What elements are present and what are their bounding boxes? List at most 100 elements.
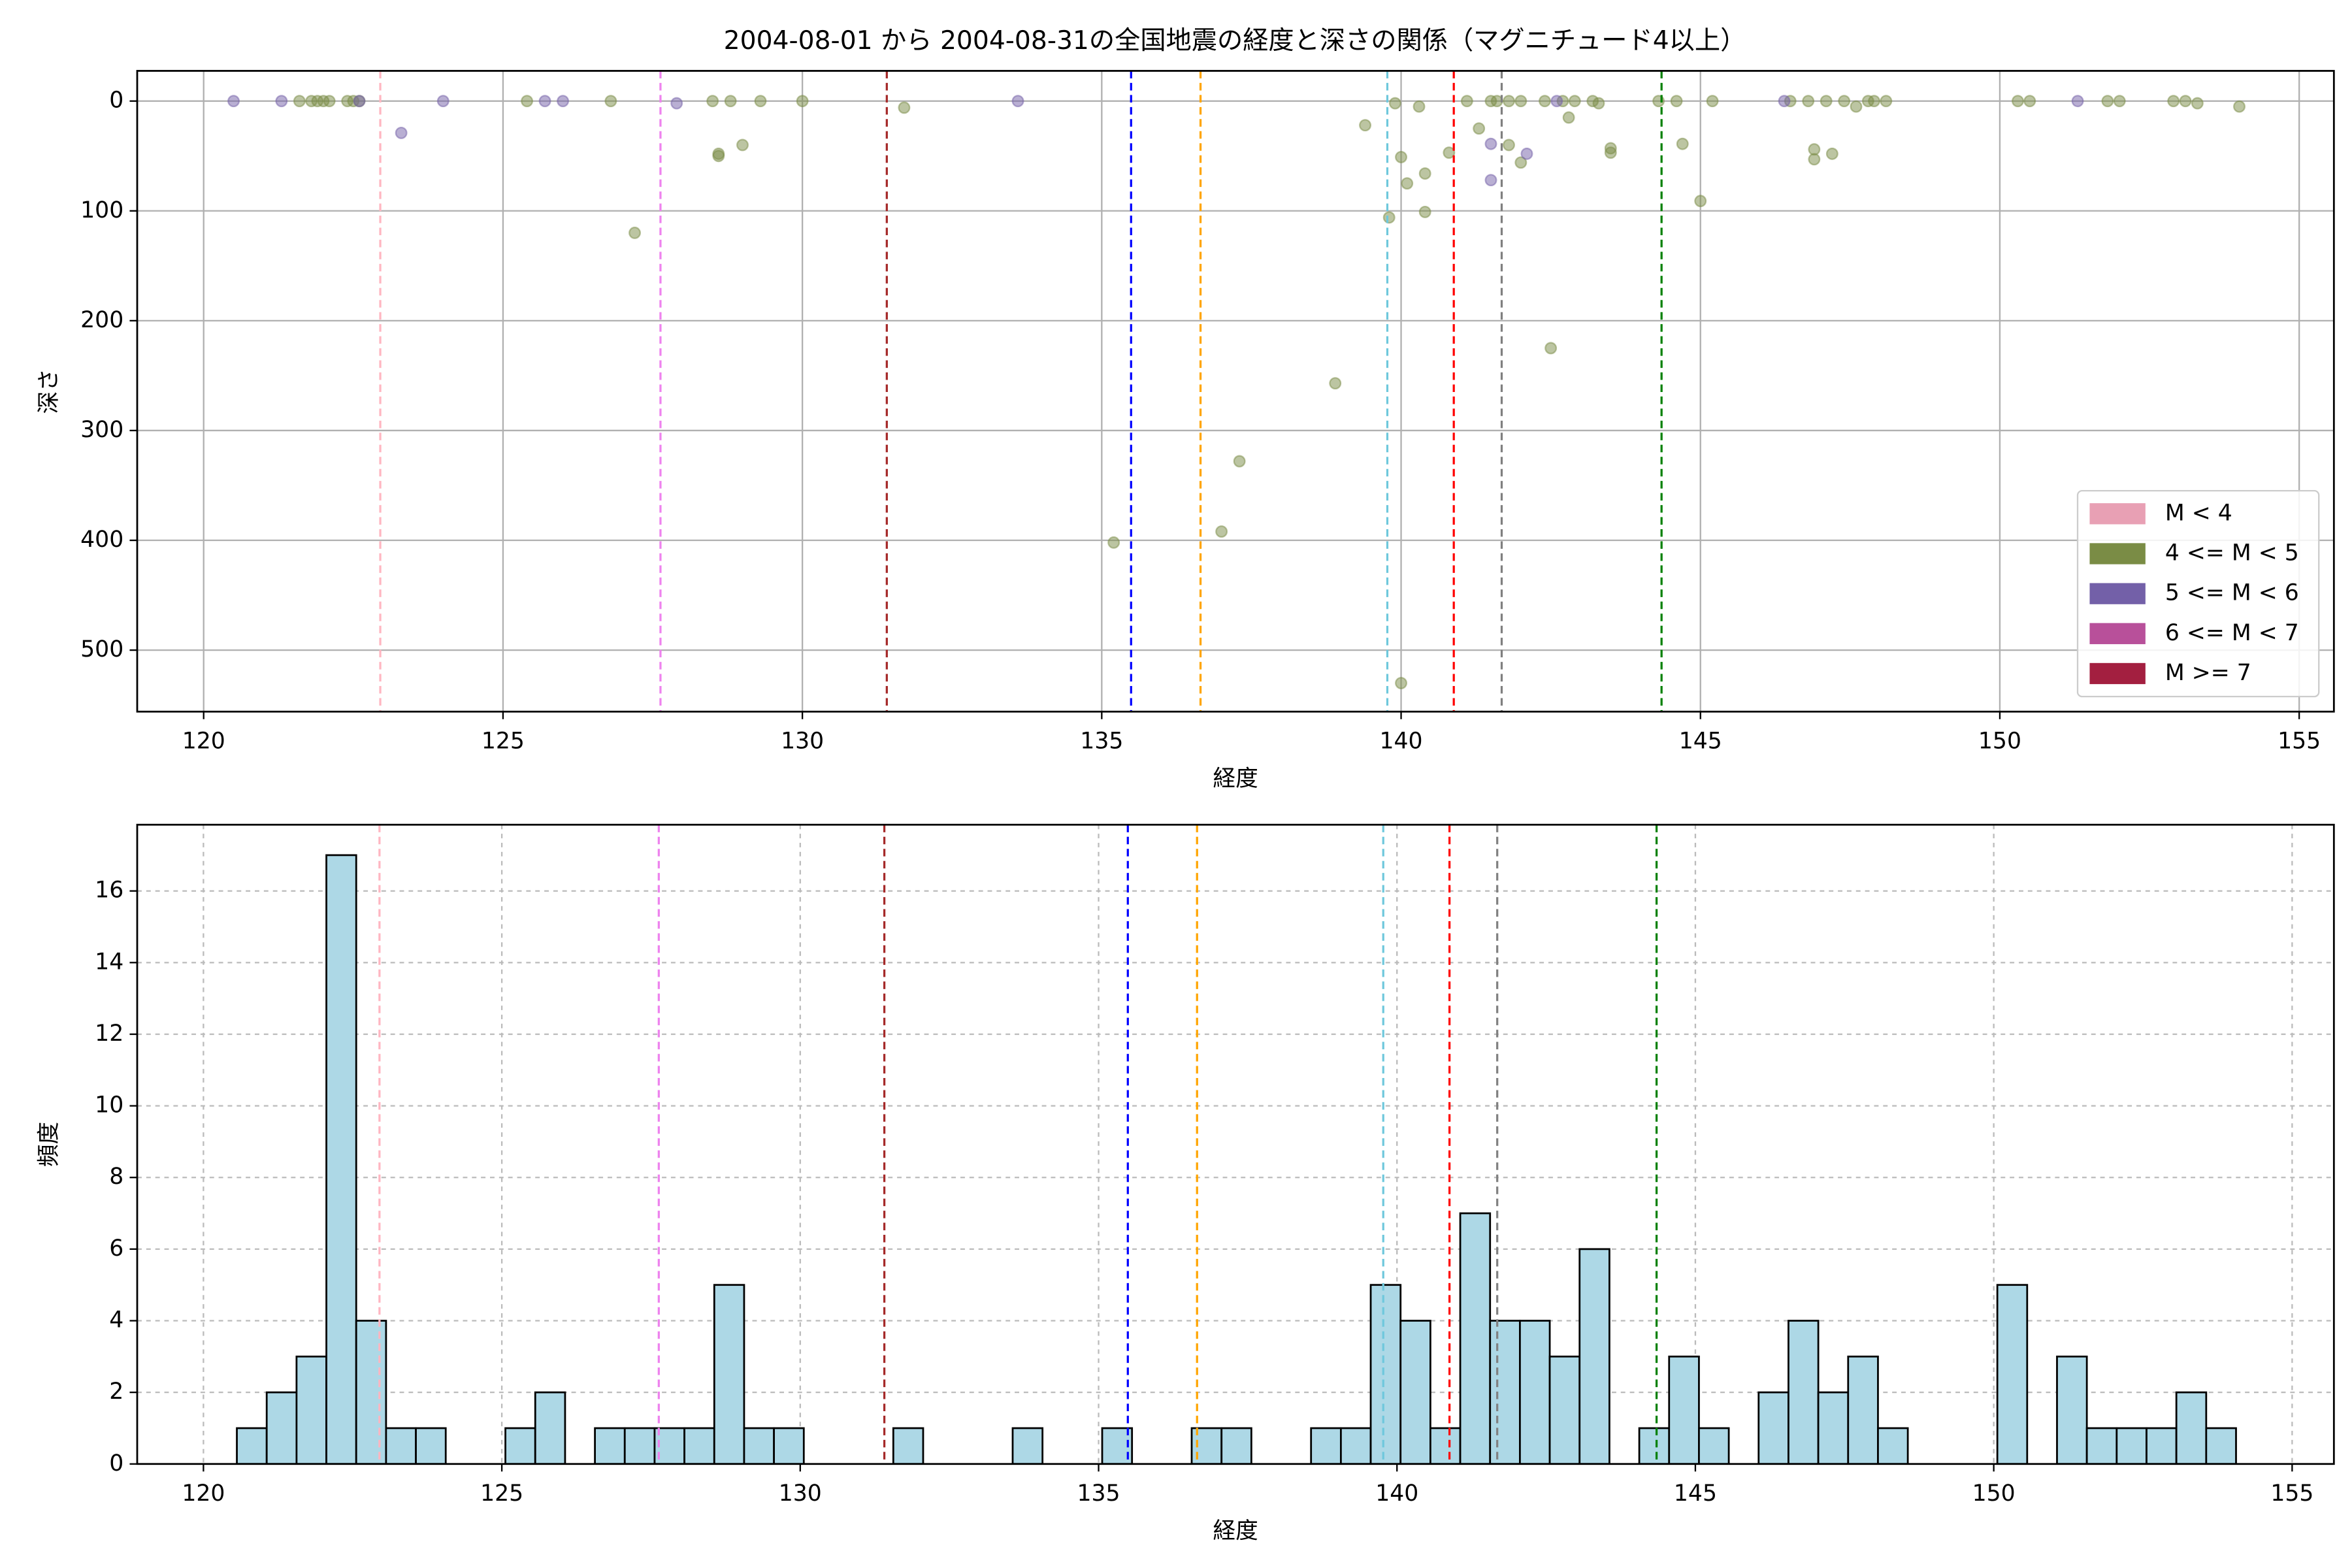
point [1107,536,1120,549]
bar [2175,1391,2208,1464]
bar [1399,1320,1431,1464]
bar [504,1427,536,1464]
x-tick-label: 150 [1972,1480,2016,1507]
point [1395,677,1408,689]
legend-label: 4 <= M < 5 [2165,540,2299,566]
point [1460,95,1473,108]
axes-frame [136,70,2335,713]
point [898,101,911,114]
legend-label: 5 <= M < 6 [2165,580,2299,606]
point [2071,95,2084,108]
bar [325,854,357,1464]
bar [2085,1427,2118,1464]
point [2167,95,2180,108]
x-tick-label: 135 [1080,728,1123,754]
point [1604,146,1617,159]
x-tick-label: 145 [1679,728,1722,754]
point [604,95,617,108]
point [1778,95,1791,108]
point [1382,211,1396,224]
y-tick-label: 12 [95,1021,123,1047]
point [1395,150,1408,163]
x-tick-label: 140 [1380,728,1423,754]
point [293,95,306,108]
point [2101,95,2114,108]
y-tick-label: 100 [80,197,123,223]
bar [265,1391,298,1464]
point [227,95,240,108]
point [1215,525,1228,538]
bar [713,1284,745,1464]
point [323,95,336,108]
point [2191,97,2204,110]
point [712,150,725,163]
bar [385,1427,417,1464]
point [1443,146,1456,159]
point [1550,95,1563,108]
legend-label: 6 <= M < 7 [2165,620,2299,646]
bar [1578,1248,1610,1464]
x-tick-label: 155 [2270,1480,2313,1507]
point [1592,97,1605,110]
chart-title: 2004-08-01 から 2004-08-31の全国地震の経度と深さの関係（マ… [724,26,1746,56]
point [2023,95,2036,108]
point [1401,177,1414,190]
x-tick-label: 130 [781,728,824,754]
bar [683,1427,715,1464]
point [1503,139,1515,152]
x-tick-label: 120 [182,728,225,754]
bar [1847,1355,1879,1464]
point [1484,174,1497,187]
bar [1668,1355,1700,1464]
point [1011,95,1024,108]
bar [1996,1284,2029,1464]
x-tick-label: 140 [1375,1480,1418,1507]
point [538,95,551,108]
y-tick-label: 14 [95,949,123,975]
y-axis-label: 深さ [36,368,62,414]
point [1388,97,1401,110]
bar [1310,1427,1342,1464]
point [2011,95,2024,108]
point [724,95,737,108]
point [1808,153,1821,166]
bar [2056,1355,2088,1464]
point [1676,137,1689,150]
x-tick-label: 145 [1674,1480,1717,1507]
legend-label: M < 4 [2165,500,2232,526]
point [2113,95,2126,108]
legend-label: M >= 7 [2165,660,2251,686]
bar [1459,1212,1492,1464]
point [1484,137,1497,150]
y-tick-label: 4 [109,1307,123,1333]
bar [236,1427,268,1464]
bar [1489,1320,1521,1464]
legend-swatch [2089,662,2146,685]
point [1562,111,1575,124]
bar [773,1427,805,1464]
legend-swatch [2089,543,2146,564]
bar [1339,1427,1372,1464]
y-tick-label: 16 [95,877,123,904]
point [796,95,809,108]
bar [594,1427,626,1464]
plot-area [137,71,2334,712]
point [557,95,570,108]
bar [1011,1427,1044,1464]
y-tick-label: 8 [109,1164,123,1190]
y-tick-label: 0 [109,88,123,114]
axes-frame [136,823,2335,1465]
bar [623,1427,656,1464]
bar [1817,1391,1850,1464]
point [436,95,449,108]
plot-area [137,825,2334,1464]
x-tick-label: 125 [482,728,525,754]
bar [415,1427,447,1464]
bar [1519,1320,1551,1464]
point [1820,95,1833,108]
y-tick-label: 2 [109,1379,123,1405]
legend-swatch [2089,583,2146,604]
x-tick-label: 135 [1077,1480,1120,1507]
